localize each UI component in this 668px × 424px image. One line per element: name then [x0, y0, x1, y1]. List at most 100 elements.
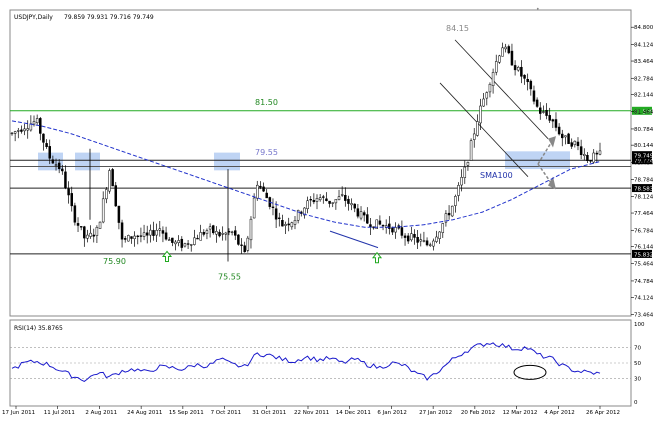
candle [447, 205, 451, 220]
corner-dot: • [536, 6, 540, 13]
candle [211, 224, 215, 235]
candle-body [23, 128, 26, 132]
candle-body [466, 162, 470, 166]
arrow-down-line [537, 163, 553, 185]
candle [45, 139, 48, 149]
candle-body [183, 243, 187, 247]
rsi-line [11, 342, 601, 382]
level-tag-bg-3 [632, 249, 652, 258]
candle [469, 138, 473, 162]
candle [573, 140, 577, 148]
candle-body [422, 240, 426, 242]
candle [89, 225, 92, 239]
candle-body [366, 214, 369, 224]
candle-body [532, 90, 536, 102]
x-tick-label: 12 Mar 2012 [503, 410, 538, 416]
candle-body [303, 207, 306, 216]
candle-body [516, 67, 520, 71]
channel-lower [439, 82, 529, 177]
candle-body [535, 99, 539, 107]
candle-body [457, 185, 460, 196]
candle [136, 234, 140, 245]
candle [510, 43, 514, 66]
candle-body [26, 128, 29, 131]
candle-body [318, 197, 322, 201]
candle [428, 242, 432, 248]
candle-body [76, 223, 80, 226]
candle-body [579, 146, 583, 155]
candle [598, 142, 602, 156]
candle [425, 237, 429, 247]
text-layer: 81.50 79.55 SMA100 84.15 75.90 75.55 [103, 24, 513, 281]
candle-body [410, 233, 413, 241]
candle [570, 138, 573, 149]
level-tag-bg-1 [632, 156, 652, 165]
candle [561, 129, 564, 147]
candle [278, 212, 281, 227]
candle [334, 199, 338, 210]
candle-body [79, 226, 83, 228]
x-tick-label: 24 Aug 2011 [127, 410, 162, 416]
candle-body [444, 213, 448, 223]
x-tick-label: 14 Dec 2011 [336, 410, 371, 416]
candle [460, 169, 463, 192]
candle [152, 221, 155, 241]
price-tag-bg-0 [632, 151, 652, 160]
candle-body [281, 220, 284, 227]
candle-body [208, 226, 212, 230]
candle [284, 221, 287, 235]
candle-body [595, 152, 599, 155]
candle [142, 224, 146, 241]
candle [403, 233, 407, 246]
candle [17, 127, 20, 139]
candle [306, 196, 309, 214]
candle [548, 107, 551, 123]
chart-title-symbol: USDJPY,Daily [14, 14, 53, 21]
candle [149, 224, 152, 243]
candle-body [476, 121, 479, 136]
x-tick-label: 27 Jan 2012 [419, 410, 452, 416]
candle [180, 236, 184, 252]
candle-body [136, 235, 140, 237]
candle [215, 226, 218, 243]
candle-body [274, 208, 278, 220]
candle [161, 226, 165, 243]
candle-body [114, 185, 118, 207]
candle-body [545, 109, 548, 116]
candle-body [334, 199, 338, 204]
candle [167, 236, 171, 241]
candle [410, 226, 413, 242]
candle [120, 219, 124, 248]
candle-body [315, 198, 319, 202]
candle [54, 158, 58, 171]
candle [95, 225, 99, 243]
candle-body [205, 230, 209, 234]
candle-body [142, 232, 146, 237]
candle [589, 160, 592, 164]
candle [340, 186, 344, 197]
candle-body [145, 232, 149, 236]
rsi-y-tick: 50 [634, 361, 641, 367]
candle [520, 60, 523, 84]
candle-body [243, 245, 246, 253]
x-tick-label: 15 Sep 2011 [169, 410, 204, 416]
candle-body [101, 198, 105, 223]
candle-body [551, 119, 555, 122]
candle-body [428, 244, 432, 246]
x-tick-label: 31 Oct 2011 [252, 410, 286, 416]
y-tick-label: 82.144 [634, 92, 654, 98]
candle-body [479, 105, 482, 124]
candle [51, 155, 55, 164]
candle-body [215, 231, 218, 235]
candle [105, 186, 108, 204]
candle-body [394, 227, 397, 233]
candle-body [256, 184, 259, 199]
candle [67, 181, 70, 204]
candle [491, 68, 495, 94]
y-tick-label: 80.144 [634, 143, 654, 149]
candle-body [485, 92, 489, 99]
candle-body [375, 219, 378, 229]
candle [256, 180, 259, 201]
candle [466, 161, 470, 171]
